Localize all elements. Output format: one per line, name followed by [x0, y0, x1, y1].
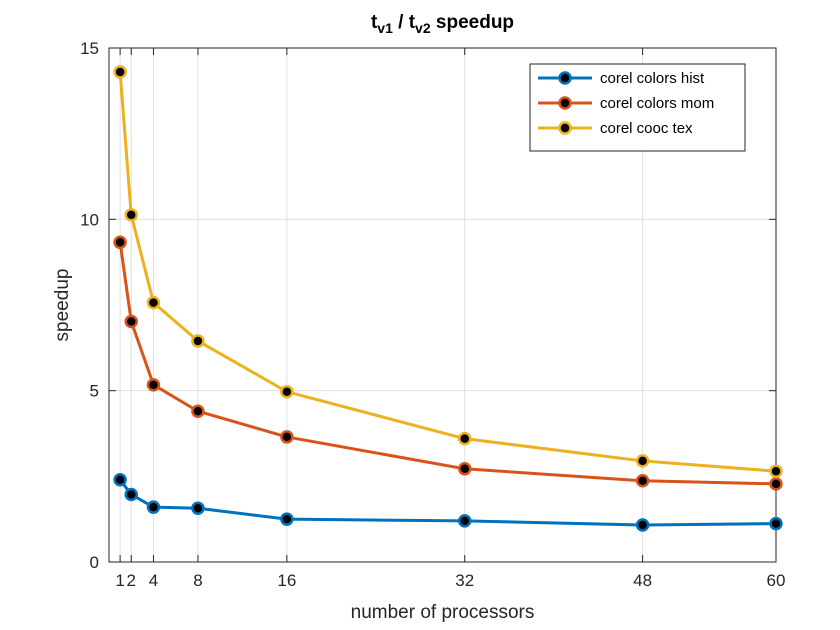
- data-point-0-16: [280, 512, 294, 526]
- data-point-0-48: [635, 518, 650, 532]
- legend-label-2: corel cooc tex: [600, 120, 693, 137]
- series-line-2: [118, 71, 777, 473]
- y-tick-label-0: 0: [90, 553, 99, 572]
- legend-swatch-marker-0: [558, 71, 572, 85]
- title-sub-v2: v2: [415, 20, 431, 36]
- data-point-0-1: [113, 473, 127, 487]
- data-point-0-60: [769, 516, 783, 531]
- series-layer: [113, 65, 783, 532]
- series-line-1: [118, 242, 777, 486]
- data-point-0-4: [146, 500, 161, 514]
- data-point-0-2: [124, 487, 138, 502]
- x-tick-label-32: 32: [455, 571, 474, 590]
- data-point-1-16: [280, 430, 294, 444]
- title-main: t: [371, 12, 378, 33]
- data-point-2-8: [191, 334, 205, 348]
- legend-swatch-marker-1: [558, 96, 572, 110]
- data-point-2-48: [635, 454, 650, 468]
- title-rest: speedup: [431, 12, 514, 33]
- legend-label-1: corel colors mom: [600, 95, 714, 112]
- x-tick-label-2: 2: [126, 571, 135, 590]
- x-tick-label-1: 1: [115, 571, 124, 590]
- x-tick-label-4: 4: [149, 571, 158, 590]
- legend-item-2: corel cooc tex: [538, 120, 693, 137]
- x-axis-label: number of processors: [351, 602, 535, 623]
- data-point-1-2: [124, 314, 138, 329]
- data-point-2-60: [769, 464, 783, 478]
- series-1: [113, 235, 783, 491]
- x-tick-label-8: 8: [193, 571, 202, 590]
- y-tick-label-15: 15: [80, 39, 99, 58]
- data-point-2-1: [113, 65, 127, 79]
- data-point-1-32: [457, 462, 472, 476]
- data-point-1-4: [146, 378, 161, 392]
- data-point-0-32: [457, 514, 472, 528]
- title-separator: / t: [393, 12, 416, 33]
- data-point-1-48: [635, 474, 650, 488]
- data-point-0-8: [191, 501, 205, 515]
- data-point-1-60: [769, 477, 783, 491]
- data-point-1-8: [191, 404, 205, 418]
- axes-box: [108, 47, 777, 563]
- x-tick-label-48: 48: [633, 571, 652, 590]
- legend-item-0: corel colors hist: [538, 70, 705, 87]
- title-sub-v1: v1: [377, 20, 393, 36]
- data-point-2-32: [457, 431, 472, 446]
- y-axis-label: speedup: [52, 269, 73, 342]
- series-0: [113, 473, 783, 532]
- data-point-2-16: [280, 384, 294, 399]
- y-tick-label-5: 5: [90, 382, 99, 401]
- data-point-1-1: [113, 235, 127, 250]
- legend: corel colors hist corel colors mom corel c…: [529, 63, 746, 152]
- legend-swatch-marker-2: [558, 121, 572, 135]
- y-tick-label-10: 10: [80, 210, 99, 229]
- x-tick-label-60: 60: [767, 571, 786, 590]
- data-point-2-2: [124, 208, 138, 222]
- legend-label-0: corel colors hist: [600, 70, 705, 87]
- series-2: [113, 65, 783, 478]
- chart-title: tv1 / tv2 speedup: [371, 12, 514, 36]
- x-tick-label-16: 16: [277, 571, 296, 590]
- legend-item-1: corel colors mom: [538, 95, 714, 112]
- data-point-2-4: [146, 295, 161, 310]
